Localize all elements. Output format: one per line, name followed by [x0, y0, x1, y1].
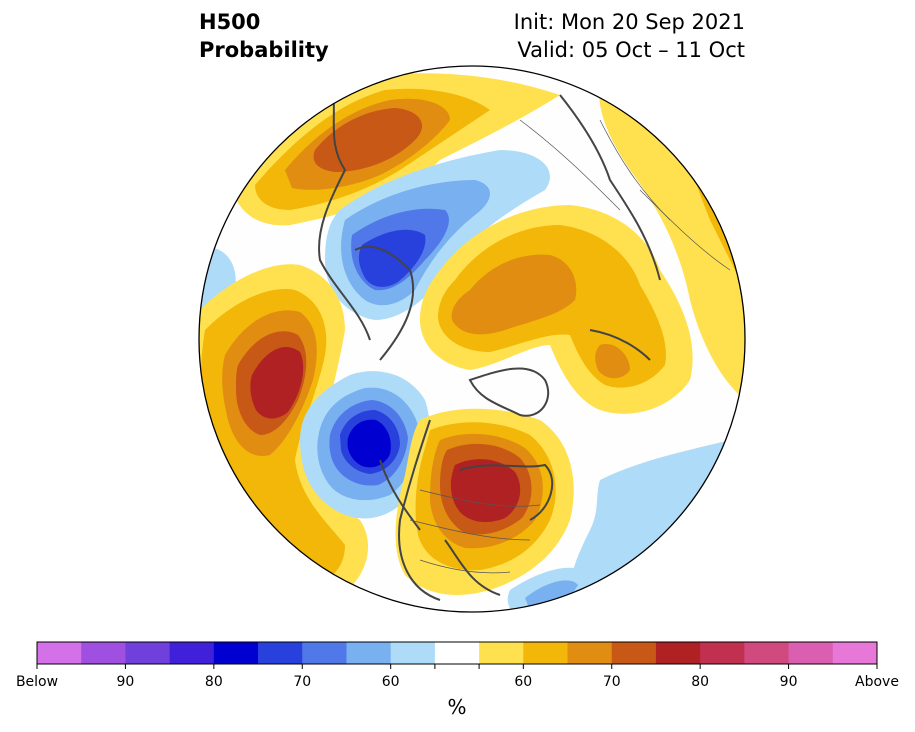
colorbar-cell [832, 642, 878, 664]
forecast-dates: Init: Mon 20 Sep 2021 Valid: 05 Oct – 11… [514, 8, 745, 64]
colorbar-cell [346, 642, 392, 664]
colorbar-cell [302, 642, 347, 664]
field-label: H500 [199, 10, 261, 34]
colorbar-unit: % [447, 695, 467, 719]
valid-label: Valid: 05 Oct – 11 Oct [517, 38, 745, 62]
colorbar-cell [611, 642, 657, 664]
colorbar-cell [81, 642, 126, 664]
anomaly-atlantic-below [507, 440, 733, 612]
anomaly-arctic-above [420, 205, 693, 414]
colorbar-cell [125, 642, 171, 664]
colorbar-tick-label: Below [15, 674, 59, 690]
anomaly-eastern-canada-above [395, 408, 574, 595]
colorbar-tick-label: Above [855, 674, 899, 690]
borders [409, 119, 731, 574]
colorbar-tick-label: 60 [381, 674, 400, 690]
product-label: Probability [199, 38, 329, 62]
colorbar-tick-label: 70 [602, 674, 621, 690]
colorbar-tick-label: 80 [204, 674, 223, 690]
coastlines [318, 79, 661, 601]
colorbar-cell [37, 642, 82, 664]
colorbar-tick-label: 90 [116, 674, 135, 690]
colorbar-tick-label: 60 [514, 674, 533, 690]
colorbar [36, 641, 878, 669]
colorbar-cell [390, 642, 436, 664]
anomaly-europe-above [599, 80, 745, 400]
colorbar-cell [744, 642, 790, 664]
colorbar-cell [567, 642, 613, 664]
colorbar-cell [655, 642, 701, 664]
colorbar-cell [479, 642, 524, 664]
colorbar-cell [258, 642, 303, 664]
colorbar-cell [169, 642, 215, 664]
polar-map [198, 65, 746, 613]
init-label: Init: Mon 20 Sep 2021 [513, 10, 745, 34]
globe-outline [198, 65, 746, 613]
anomaly-gulf-alaska-below [300, 371, 430, 519]
colorbar-cell [213, 642, 259, 664]
colorbar-cell [788, 642, 834, 664]
colorbar-cell [523, 642, 569, 664]
colorbar-cell [700, 642, 745, 664]
colorbar-tick-label: 90 [779, 674, 798, 690]
chart-title: H500 Probability [199, 8, 329, 64]
colorbar-cell [434, 642, 480, 664]
colorbar-tick-label: 70 [293, 674, 312, 690]
probability-field [199, 66, 745, 612]
colorbar-tick-label: 80 [691, 674, 710, 690]
anomaly-siberia-below [325, 150, 550, 320]
